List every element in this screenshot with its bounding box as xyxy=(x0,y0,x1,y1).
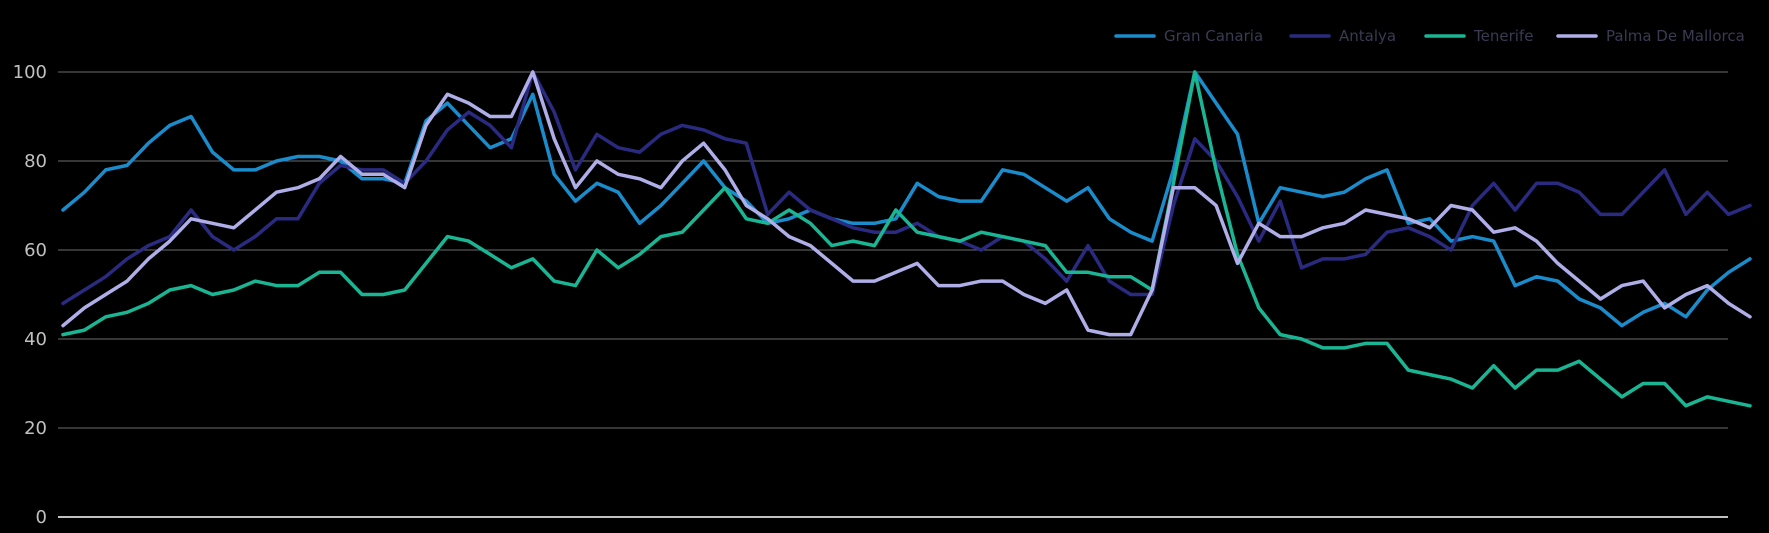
y-tick-label: 0 xyxy=(36,507,47,528)
legend-label: Tenerife xyxy=(1473,27,1533,45)
series-lines xyxy=(61,70,1752,408)
gridlines xyxy=(58,71,1728,518)
series-line-tenerife xyxy=(61,70,1752,408)
series-line-gran-canaria xyxy=(61,70,1752,328)
series-line-antalya xyxy=(61,70,1752,306)
legend-label: Gran Canaria xyxy=(1164,27,1263,45)
legend-item-gran-canaria[interactable]: Gran Canaria xyxy=(1114,27,1263,45)
series-line-palma-de-mallorca xyxy=(61,70,1752,337)
y-tick-label: 60 xyxy=(24,240,47,261)
y-tick-label: 100 xyxy=(13,62,47,83)
legend-label: Palma De Mallorca xyxy=(1606,27,1745,45)
y-tick-label: 20 xyxy=(24,418,47,439)
legend-item-tenerife[interactable]: Tenerife xyxy=(1424,27,1533,45)
legend-label: Antalya xyxy=(1339,27,1396,45)
y-axis: 0 20 40 60 80 100 xyxy=(13,62,47,528)
y-tick-label: 40 xyxy=(24,329,47,350)
legend-item-antalya[interactable]: Antalya xyxy=(1289,27,1396,45)
y-tick-label: 80 xyxy=(24,151,47,172)
legend-item-palma-de-mallorca[interactable]: Palma De Mallorca xyxy=(1556,27,1745,45)
legend: Gran Canaria Antalya Tenerife Palma De Mall… xyxy=(1114,27,1745,45)
